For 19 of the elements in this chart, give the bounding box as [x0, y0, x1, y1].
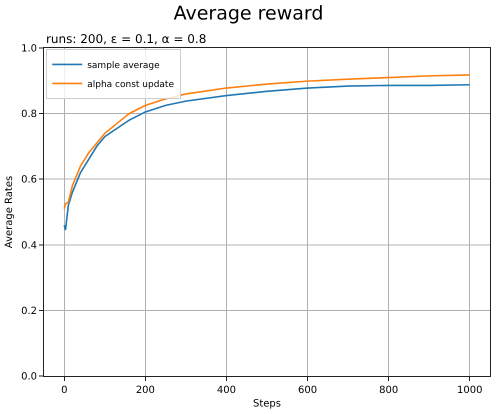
line-series	[63, 74, 471, 210]
x-tick-label: 200	[136, 385, 155, 396]
x-tick-label: 400	[216, 385, 236, 396]
y-axis-title: Average Rates	[4, 176, 16, 248]
x-tick-label: 1000	[457, 385, 482, 396]
x-tick-label: 0	[61, 385, 68, 396]
y-tick-label: 0.6	[21, 174, 37, 186]
y-tick-label: 0.0	[21, 372, 37, 382]
chart-subtitle: runs: 200, ε = 0.1, α = 0.8	[46, 32, 206, 46]
y-tick-label: 0.8	[21, 109, 37, 120]
legend-label: alpha const update	[87, 80, 174, 90]
x-axis-title: Steps	[253, 398, 281, 410]
x-tick-label: 600	[298, 385, 318, 396]
x-tick-label: 800	[379, 385, 398, 396]
y-tick-label: 0.4	[21, 240, 37, 252]
chart-title: Average reward	[174, 2, 324, 25]
legend-label: sample average	[87, 60, 160, 71]
y-tick-label: 0.2	[21, 306, 37, 317]
y-tick-label: 1.0	[21, 44, 37, 54]
